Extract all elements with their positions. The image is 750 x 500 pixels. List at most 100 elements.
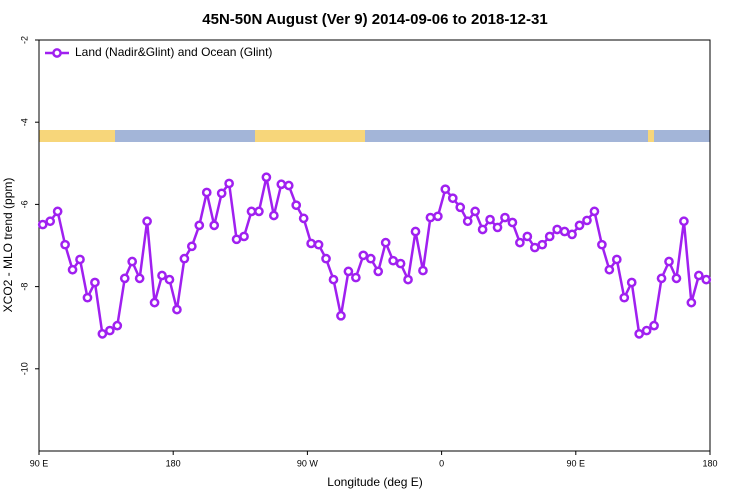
data-point xyxy=(388,255,398,266)
data-point xyxy=(172,304,182,315)
data-point xyxy=(470,206,480,217)
data-point xyxy=(500,212,510,223)
data-point xyxy=(447,193,458,204)
data-point xyxy=(693,270,704,281)
data-point xyxy=(507,217,518,228)
data-point xyxy=(291,200,302,211)
data-point xyxy=(403,274,413,285)
data-point xyxy=(231,234,242,245)
data-point xyxy=(306,238,316,249)
map-strip xyxy=(39,130,710,142)
data-point xyxy=(336,310,346,321)
data-point xyxy=(37,219,48,230)
data-point xyxy=(343,266,354,277)
data-point xyxy=(321,253,331,264)
data-point xyxy=(537,239,548,250)
data-point xyxy=(634,329,645,339)
data-point xyxy=(97,329,108,339)
data-point xyxy=(298,213,309,224)
data-point xyxy=(201,187,212,198)
data-point xyxy=(552,224,563,235)
data-point xyxy=(626,277,637,288)
data-point xyxy=(45,216,56,227)
data-point xyxy=(418,265,428,276)
data-point xyxy=(410,226,421,237)
data-point xyxy=(604,264,615,275)
data-point xyxy=(671,273,682,284)
data-point xyxy=(462,216,473,227)
data-point xyxy=(425,212,436,223)
y-tick-label: -4 xyxy=(19,118,29,126)
data-point xyxy=(283,180,294,191)
data-point xyxy=(67,264,78,275)
data-point xyxy=(254,206,264,217)
data-point xyxy=(686,297,697,308)
x-tick-label: 180 xyxy=(166,458,181,468)
data-point xyxy=(582,215,592,226)
data-point xyxy=(544,231,555,242)
data-point xyxy=(641,325,652,336)
data-point xyxy=(328,274,339,285)
data-point xyxy=(701,274,712,285)
data-point xyxy=(455,202,466,213)
data-point xyxy=(440,184,451,195)
data-point xyxy=(515,237,525,248)
data-point xyxy=(597,239,607,250)
data-point xyxy=(522,231,533,242)
data-point xyxy=(52,206,63,217)
data-point xyxy=(433,211,443,222)
data-point xyxy=(365,253,376,264)
data-point xyxy=(224,178,234,189)
x-tick-label: 90 E xyxy=(567,458,586,468)
y-tick-label: -10 xyxy=(19,362,29,375)
plot-frame xyxy=(38,39,711,452)
data-point xyxy=(112,320,123,331)
data-point xyxy=(529,242,540,253)
series-line xyxy=(42,177,707,336)
data-point xyxy=(164,274,175,285)
y-tick-label: -6 xyxy=(19,200,29,208)
x-tick-label: 90 W xyxy=(297,458,319,468)
y-axis-label: XCO2 - MLO trend (ppm) xyxy=(1,178,15,313)
data-point xyxy=(157,270,167,281)
data-point xyxy=(246,206,257,217)
data-point xyxy=(492,222,503,233)
x-tick-label: 90 E xyxy=(30,458,49,468)
data-point xyxy=(75,254,85,265)
data-point xyxy=(276,179,287,190)
data-point xyxy=(239,231,249,242)
data-point xyxy=(358,250,369,261)
x-tick-label: 0 xyxy=(439,458,444,468)
data-point xyxy=(589,206,600,217)
data-point xyxy=(82,292,93,303)
data-point xyxy=(485,214,495,225)
data-point xyxy=(574,220,585,231)
data-point xyxy=(395,258,406,269)
data-point xyxy=(216,188,227,199)
data-point xyxy=(373,266,384,277)
data-point xyxy=(649,320,659,331)
data-point xyxy=(142,216,152,227)
data-point xyxy=(679,216,689,227)
data-point xyxy=(209,220,220,231)
data-point xyxy=(477,224,488,235)
data-point xyxy=(380,237,391,248)
x-axis-label: Longitude (deg E) xyxy=(327,475,422,489)
data-point xyxy=(559,226,570,237)
data-point xyxy=(179,253,190,264)
x-tick-label: 180 xyxy=(702,458,717,468)
y-tick-label: -2 xyxy=(19,36,29,44)
data-point xyxy=(269,210,279,221)
legend-marker xyxy=(52,48,62,58)
data-point xyxy=(90,277,100,288)
data-point xyxy=(261,172,272,183)
data-point xyxy=(60,239,70,250)
data-point xyxy=(656,273,667,284)
data-point xyxy=(664,256,674,267)
y-tick-label: -8 xyxy=(19,283,29,291)
data-point xyxy=(104,325,115,336)
data-point xyxy=(194,220,205,231)
data-point xyxy=(313,239,324,250)
data-point xyxy=(119,273,130,284)
